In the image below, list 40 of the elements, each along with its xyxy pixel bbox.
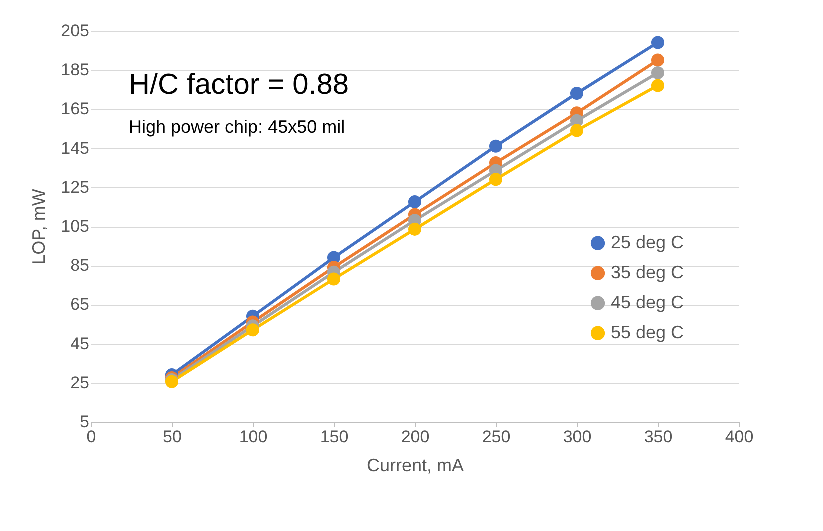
point xyxy=(570,87,584,100)
x-tick-label: 150 xyxy=(320,428,349,446)
x-tick-label: 0 xyxy=(86,428,96,446)
point xyxy=(651,54,665,67)
y-tick-label: 5 xyxy=(80,412,90,432)
y-tick-label: 205 xyxy=(61,22,90,40)
x-tick-label: 350 xyxy=(644,428,673,446)
point xyxy=(489,173,503,186)
point xyxy=(651,66,665,80)
legend-label: 45 deg C xyxy=(611,292,684,312)
x-tick-label: 400 xyxy=(725,428,754,446)
x-axis-title: Current, mA xyxy=(366,456,464,476)
y-axis-title: LOP, mW xyxy=(29,189,50,265)
y-tick-label: 185 xyxy=(61,60,90,80)
x-tick-label: 100 xyxy=(239,428,268,446)
x-tick-label: 300 xyxy=(563,428,592,446)
annotation: High power chip: 45x50 mil xyxy=(129,117,346,137)
point xyxy=(651,36,665,50)
x-tick-label: 200 xyxy=(401,428,430,446)
y-tick-label: 25 xyxy=(70,373,90,392)
y-tick-label: 165 xyxy=(61,100,90,119)
legend-label: 25 deg C xyxy=(611,232,684,252)
y-tick-label: 105 xyxy=(61,217,90,236)
point xyxy=(408,222,422,236)
annotation: H/C factor = 0.88 xyxy=(129,69,350,101)
x-tick-label: 50 xyxy=(163,428,182,446)
point xyxy=(570,124,584,138)
point xyxy=(246,324,260,337)
y-tick-label: 125 xyxy=(61,178,90,197)
y-tick-label: 65 xyxy=(70,295,90,314)
point xyxy=(408,196,422,209)
point xyxy=(489,140,503,153)
point xyxy=(651,79,665,92)
y-tick-label: 45 xyxy=(70,334,90,354)
point xyxy=(327,272,341,286)
legend-label: 55 deg C xyxy=(611,322,684,342)
y-tick-label: 145 xyxy=(61,138,90,158)
x-tick-label: 250 xyxy=(482,428,511,446)
legend-label: 35 deg C xyxy=(611,262,684,282)
y-tick-label: 85 xyxy=(70,256,90,276)
